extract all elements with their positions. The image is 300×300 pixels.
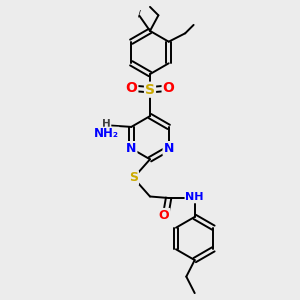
Text: S: S — [145, 83, 155, 97]
Text: NH: NH — [185, 192, 204, 203]
Text: /: / — [138, 10, 141, 19]
Text: O: O — [159, 209, 170, 222]
Text: O: O — [163, 81, 175, 95]
Text: N: N — [164, 142, 174, 155]
Text: H: H — [102, 119, 111, 129]
Text: S: S — [129, 171, 138, 184]
Text: NH₂: NH₂ — [94, 127, 119, 140]
Text: N: N — [126, 142, 136, 155]
Text: O: O — [125, 81, 137, 95]
